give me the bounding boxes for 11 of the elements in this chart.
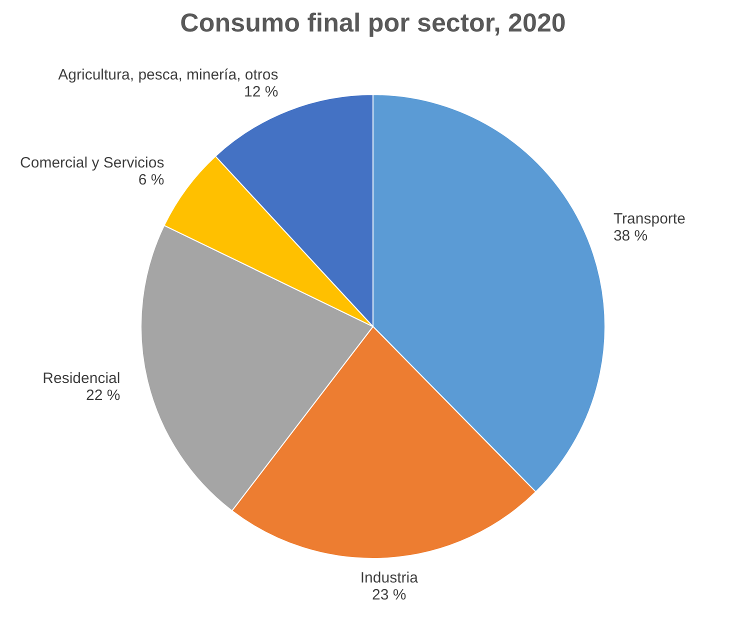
- data-label: 6 %: [138, 171, 164, 188]
- slice-label: Comercial y Servicios: [20, 154, 164, 172]
- chart-title: Consumo final por sector, 2020: [180, 8, 566, 38]
- data-label: 23 %: [372, 586, 406, 604]
- slice-label: Agricultura, pesca, minería, otros: [58, 66, 278, 84]
- data-label: 38 %: [613, 228, 648, 245]
- slice-label: Industria: [360, 570, 419, 587]
- data-label: 22 %: [86, 386, 120, 404]
- slice-label: Transporte: [613, 210, 686, 228]
- data-label: 12 %: [244, 84, 278, 101]
- slice-label: Residencial: [42, 370, 120, 387]
